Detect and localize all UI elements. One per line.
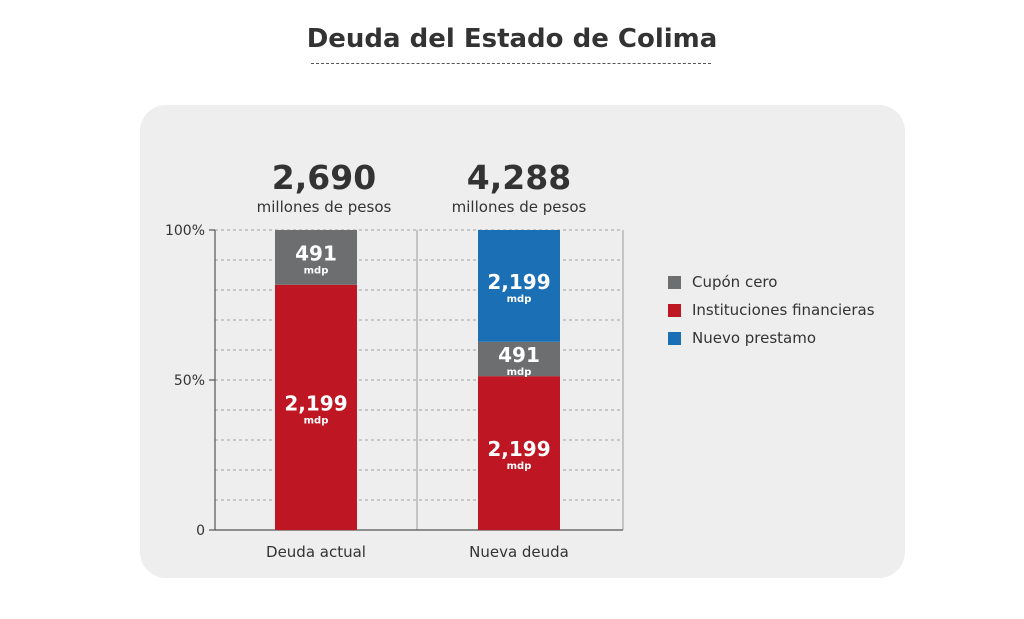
total-caption-nueva-deuda: millones de pesos	[451, 198, 587, 216]
data-label: 2,199	[284, 391, 347, 415]
bar-segment-instituciones-financieras	[478, 376, 560, 530]
data-label-unit: mdp	[507, 461, 532, 472]
bar-segment-instituciones-financieras	[275, 284, 357, 530]
legend-label-cupon-cero: Cupón cero	[692, 273, 778, 291]
bar-segment-nuevo-prestamo	[478, 230, 560, 342]
data-label: 491	[498, 343, 540, 367]
x-category-label: Nueva deuda	[469, 543, 569, 561]
legend-item-instituciones-financieras: Instituciones financieras	[668, 296, 875, 324]
chart-title: Deuda del Estado de Colima	[306, 24, 718, 54]
legend-swatch-nuevo-prestamo	[668, 331, 681, 345]
legend-label-instituciones-financieras: Instituciones financieras	[692, 301, 875, 319]
bar-segment-cup-n-cero	[275, 230, 357, 285]
y-tick-label: 50%	[174, 373, 205, 389]
legend-swatch-cupon-cero	[668, 275, 681, 289]
x-category-label: Deuda actual	[266, 543, 366, 561]
legend-item-nuevo-prestamo: Nuevo prestamo	[668, 324, 875, 352]
data-label-unit: mdp	[304, 415, 329, 426]
data-label-unit: mdp	[304, 265, 329, 276]
data-label: 2,199	[487, 270, 550, 294]
total-caption-deuda-actual: millones de pesos	[256, 198, 392, 216]
legend-swatch-instituciones-financieras	[668, 303, 681, 317]
title-underline	[311, 63, 711, 64]
legend: Cupón cero Instituciones financieras Nue…	[668, 268, 875, 352]
total-value-deuda-actual: 2,690	[271, 158, 377, 197]
bar-segment-cup-n-cero	[478, 341, 560, 377]
data-label: 2,199	[487, 437, 550, 461]
y-tick-label: 0	[196, 523, 205, 539]
y-tick-label: 100%	[165, 223, 205, 239]
data-label-unit: mdp	[507, 294, 532, 305]
total-value-nueva-deuda: 4,288	[466, 158, 572, 197]
data-label: 491	[295, 241, 337, 265]
legend-label-nuevo-prestamo: Nuevo prestamo	[692, 329, 817, 347]
data-label-unit: mdp	[507, 367, 532, 378]
legend-item-cupon-cero: Cupón cero	[668, 268, 875, 296]
